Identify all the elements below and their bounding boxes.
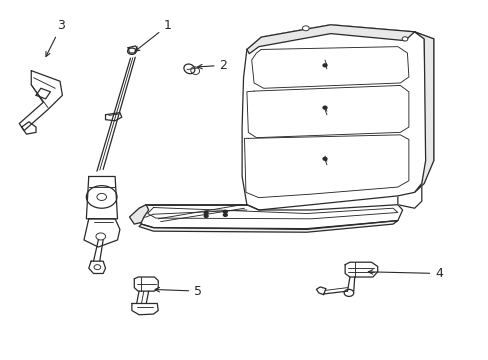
Polygon shape: [89, 261, 105, 274]
Circle shape: [302, 26, 308, 31]
Circle shape: [223, 210, 227, 213]
Polygon shape: [132, 303, 158, 315]
Polygon shape: [316, 287, 325, 294]
Text: 4: 4: [367, 267, 442, 280]
Polygon shape: [19, 71, 62, 131]
Polygon shape: [345, 262, 377, 277]
Circle shape: [204, 211, 208, 214]
Polygon shape: [36, 88, 50, 99]
Text: 2: 2: [197, 59, 227, 72]
Polygon shape: [86, 176, 117, 219]
Polygon shape: [414, 32, 433, 192]
Circle shape: [323, 64, 326, 67]
Circle shape: [223, 213, 227, 216]
Polygon shape: [84, 219, 120, 247]
Polygon shape: [134, 277, 158, 291]
Polygon shape: [134, 205, 402, 229]
Polygon shape: [397, 32, 433, 208]
Circle shape: [204, 215, 208, 217]
Text: 1: 1: [135, 19, 171, 51]
Circle shape: [323, 157, 326, 160]
Polygon shape: [242, 25, 426, 210]
Circle shape: [344, 289, 353, 296]
Circle shape: [323, 106, 326, 109]
Circle shape: [401, 37, 407, 41]
Text: 5: 5: [155, 285, 202, 298]
Text: 3: 3: [46, 19, 65, 57]
Polygon shape: [246, 25, 414, 54]
Polygon shape: [139, 221, 397, 232]
Polygon shape: [129, 205, 148, 224]
Polygon shape: [105, 113, 122, 121]
